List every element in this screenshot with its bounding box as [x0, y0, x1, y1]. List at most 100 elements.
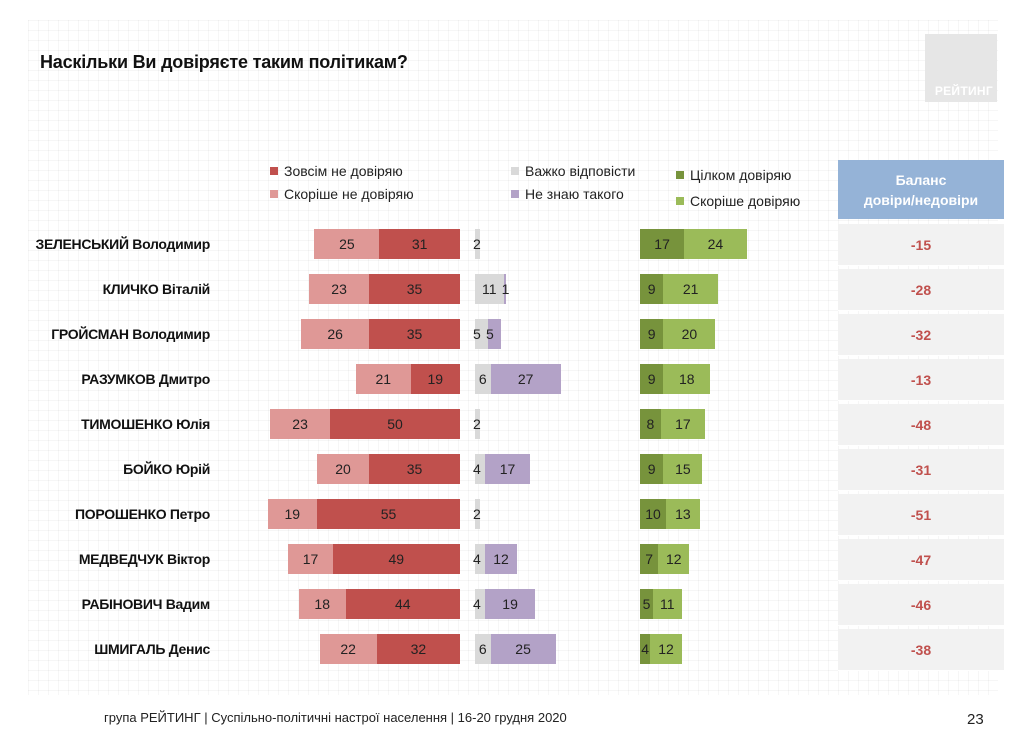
bar-fully-distrust: 35: [369, 319, 460, 349]
bar-fully-trust: 7: [640, 544, 659, 574]
legend-label: Скоріше не довіряю: [284, 186, 414, 202]
balance-value: -31: [838, 449, 1004, 491]
politician-name: РАЗУМКОВ Дмитро: [81, 371, 210, 387]
politician-name: МЕДВЕДЧУК Віктор: [78, 551, 210, 567]
bar-hard-to-say: [475, 544, 486, 574]
dont-know-label: 5: [486, 326, 494, 342]
hard-to-say-label: 5: [473, 326, 481, 342]
hard-to-say-label: 2: [473, 506, 481, 522]
bar-fully-distrust: 55: [317, 499, 460, 529]
balance-value: -13: [838, 359, 1004, 401]
balance-value: -38: [838, 629, 1004, 671]
bar-dont-know: 19: [485, 589, 535, 619]
rating-logo: РЕЙТИНГ: [925, 34, 997, 102]
bar-hard-to-say: 6: [475, 634, 491, 664]
bar-dont-know: 25: [490, 634, 556, 664]
bar-rather-trust: 12: [658, 544, 690, 574]
balance-value: -15: [838, 224, 1004, 266]
bar-rather-distrust: 25: [314, 229, 380, 259]
hard-to-say-label: 4: [473, 461, 481, 477]
bar-hard-to-say: [475, 409, 481, 439]
footer-text: група РЕЙТИНГ | Суспільно-політичні наст…: [104, 710, 567, 725]
bar-fully-trust: 9: [640, 274, 664, 304]
politician-name: ЗЕЛЕНСЬКИЙ Володимир: [35, 236, 210, 252]
bar-rather-trust: 12: [650, 634, 682, 664]
balance-value: -46: [838, 584, 1004, 626]
bar-rather-distrust: 20: [317, 454, 369, 484]
bar-fully-distrust: 49: [332, 544, 460, 574]
hard-to-say-label: 2: [473, 416, 481, 432]
background-grid: [28, 20, 998, 695]
legend-rather-trust: Скоріше довіряю: [676, 193, 800, 209]
legend-dont-know: Не знаю такого: [511, 186, 624, 202]
bar-fully-distrust: 19: [410, 364, 460, 394]
bar-fully-trust: 8: [640, 409, 661, 439]
bar-rather-distrust: 21: [356, 364, 411, 394]
legend-swatch-icon: [270, 190, 278, 198]
politician-name: РАБІНОВИЧ Вадим: [81, 596, 211, 612]
bar-hard-to-say: [475, 454, 486, 484]
legend-label: Важко відповісти: [525, 163, 636, 179]
legend-label: Не знаю такого: [525, 186, 624, 202]
bar-hard-to-say: [475, 589, 486, 619]
balance-value: -51: [838, 494, 1004, 536]
bar-rather-distrust: 19: [267, 499, 317, 529]
legend-label: Скоріше довіряю: [690, 193, 801, 209]
balance-header: Баланс довіри/недовіри: [838, 160, 1004, 219]
bar-fully-distrust: 44: [345, 589, 460, 619]
bar-fully-distrust: 32: [376, 634, 460, 664]
legend-label: Зовсім не довіряю: [284, 163, 403, 179]
bar-dont-know: 17: [485, 454, 530, 484]
bar-rather-distrust: 18: [298, 589, 346, 619]
legend-hard-to-say: Важко відповісти: [511, 163, 635, 179]
balance-header-line1: Баланс: [895, 171, 947, 188]
legend-label: Цілком довіряю: [690, 167, 792, 183]
legend-fully-distrust: Зовсім не довіряю: [270, 163, 403, 179]
bar-hard-to-say: [475, 229, 481, 259]
bar-fully-distrust: 50: [330, 409, 460, 439]
bar-dont-know: 27: [490, 364, 561, 394]
politician-name: КЛИЧКО Віталій: [102, 281, 211, 297]
bar-dont-know: [488, 319, 501, 349]
bar-rather-trust: 13: [666, 499, 700, 529]
bar-rather-trust: 20: [663, 319, 716, 349]
bar-dont-know: 12: [485, 544, 517, 574]
bar-rather-trust: 24: [684, 229, 747, 259]
bar-rather-distrust: 23: [309, 274, 369, 304]
legend-swatch-icon: [511, 190, 519, 198]
bar-hard-to-say: 11: [475, 274, 504, 304]
legend-rather-distrust: Скоріше не довіряю: [270, 186, 414, 202]
politician-name: БОЙКО Юрій: [123, 461, 210, 477]
politician-name: ТИМОШЕНКО Юлія: [81, 416, 210, 432]
bar-fully-distrust: 31: [379, 229, 460, 259]
balance-value: -48: [838, 404, 1004, 446]
bar-fully-trust: 17: [640, 229, 685, 259]
bar-hard-to-say: [475, 319, 488, 349]
legend-swatch-icon: [676, 197, 684, 205]
bar-fully-trust: 10: [640, 499, 666, 529]
politician-name: ГРОЙСМАН Володимир: [51, 326, 210, 342]
legend-swatch-icon: [270, 167, 278, 175]
politician-name: ШМИГАЛЬ Денис: [94, 641, 210, 657]
legend-swatch-icon: [676, 171, 684, 179]
bar-fully-trust: 9: [640, 454, 664, 484]
balance-header-line2: довіри/недовіри: [863, 191, 979, 208]
bar-fully-trust: 4: [640, 634, 651, 664]
bar-fully-distrust: 35: [369, 454, 460, 484]
bar-dont-know: [503, 274, 507, 304]
bar-fully-trust: 9: [640, 364, 664, 394]
bar-hard-to-say: [475, 499, 481, 529]
page-number: 23: [967, 711, 984, 728]
bar-rather-trust: 18: [663, 364, 711, 394]
bar-fully-trust: 5: [640, 589, 653, 619]
balance-value: -32: [838, 314, 1004, 356]
bar-rather-trust: 17: [660, 409, 705, 439]
page-title: Наскільки Ви довіряєте таким політикам?: [40, 52, 408, 72]
bar-rather-distrust: 17: [288, 544, 333, 574]
hard-to-say-label: 2: [473, 236, 481, 252]
hard-to-say-label: 4: [473, 596, 481, 612]
bar-rather-trust: 15: [663, 454, 703, 484]
logo-text: РЕЙТИНГ: [934, 84, 993, 98]
legend-swatch-icon: [511, 167, 519, 175]
bar-fully-trust: 9: [640, 319, 664, 349]
